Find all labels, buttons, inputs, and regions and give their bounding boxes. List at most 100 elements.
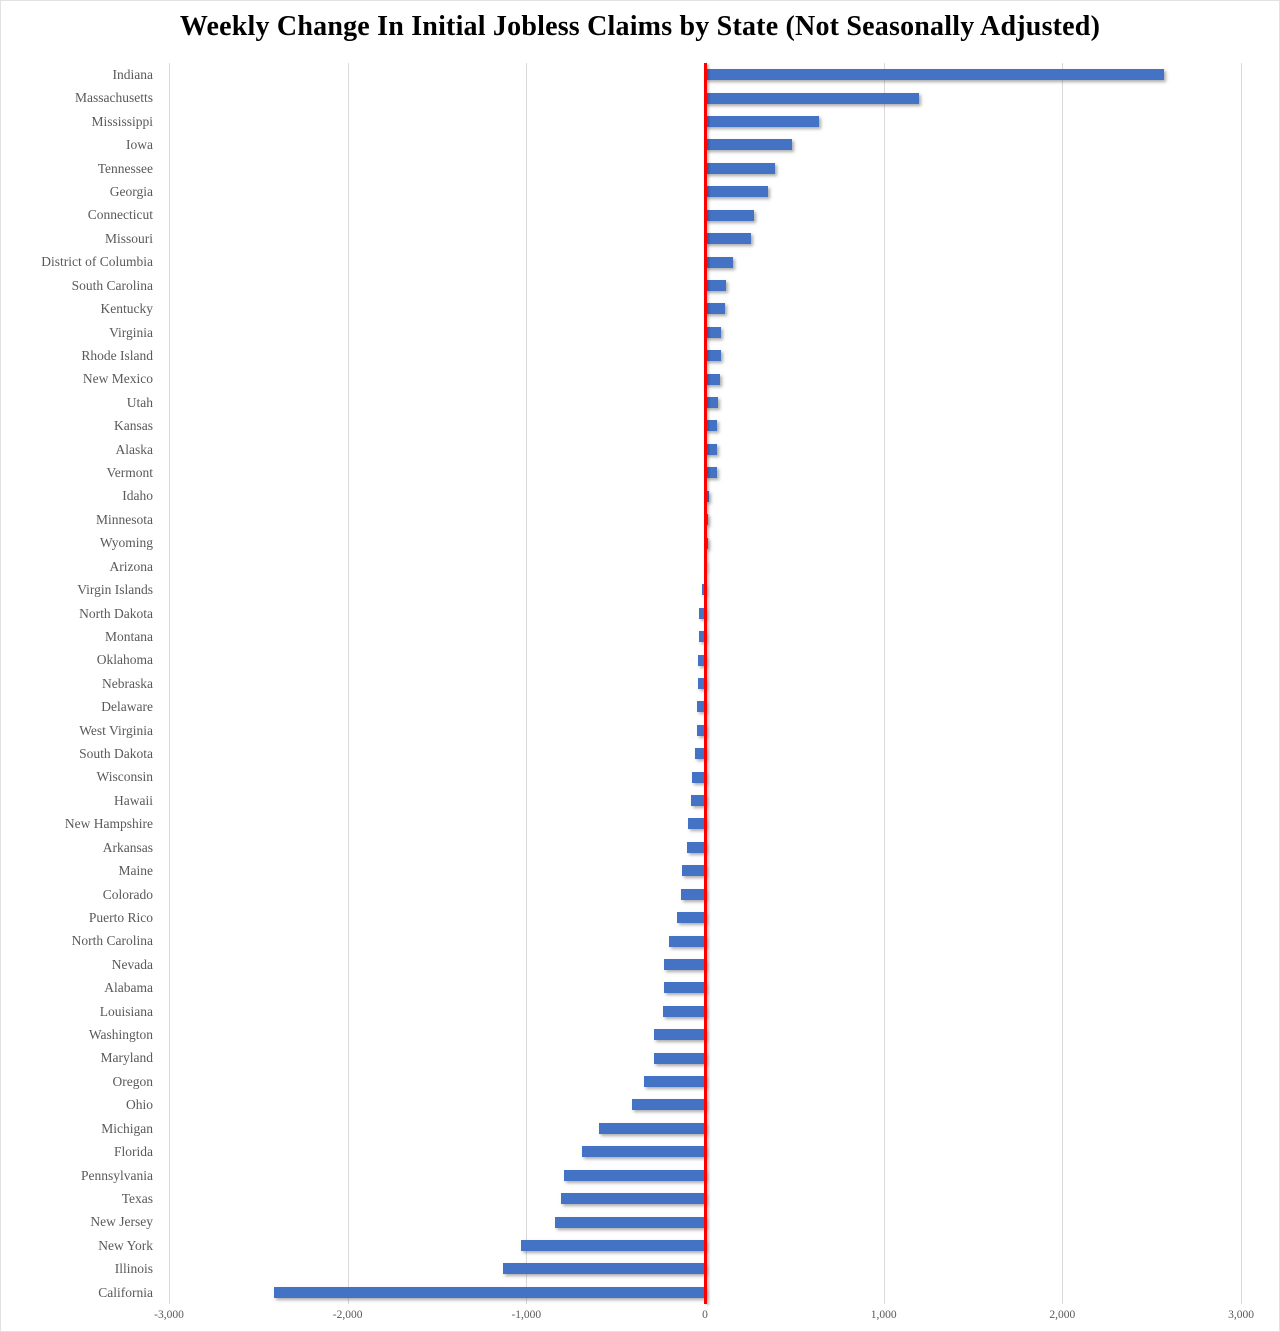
bar-montana [698,631,705,643]
category-label: Georgia [109,184,153,200]
category-label: District of Columbia [41,254,153,270]
category-label: California [98,1284,153,1300]
bar-alabama [663,982,705,994]
bar-maryland [653,1052,705,1064]
category-label: Arkansas [102,839,153,855]
category-label: Rhode Island [81,347,153,363]
category-label: Vermont [106,465,154,481]
bar-illinois [502,1263,705,1275]
x-axis-tick-label: 2,000 [1049,1309,1076,1321]
bar-oklahoma [698,654,705,666]
category-label: Missouri [104,230,153,246]
category-label: Louisiana [99,1003,153,1019]
bar-kentucky [705,303,725,315]
bar-nevada [664,958,705,970]
bar-colorado [680,888,705,900]
bar-district-of-columbia [705,256,733,268]
x-axis-tick-label: -1,000 [511,1309,542,1321]
category-label: Connecticut [87,207,153,223]
category-label: Texas [121,1190,153,1206]
category-label: New Mexico [82,371,153,387]
bar-utah [705,397,718,409]
gridline [1241,63,1242,1304]
category-label: Indiana [112,67,153,82]
category-label: Florida [114,1144,153,1160]
category-label: Utah [126,394,153,410]
category-label: Nevada [111,956,153,972]
category-label: Kentucky [100,301,153,317]
category-label: North Carolina [71,933,153,949]
bar-west-virginia [696,724,705,736]
category-label: Michigan [101,1120,153,1136]
category-label: Maryland [100,1050,153,1066]
bar-south-dakota [694,748,705,760]
category-label: Oklahoma [96,652,153,668]
bar-connecticut [705,209,755,221]
category-label: Washington [88,1027,153,1043]
category-label: Wisconsin [96,769,153,785]
bar-indiana [705,69,1165,81]
bar-hawaii [691,795,705,807]
bar-texas [561,1193,705,1205]
bar-new-hampshire [687,818,705,830]
bar-idaho [705,490,709,502]
bar-new-jersey [555,1216,705,1228]
category-label: New Hampshire [64,816,153,832]
bar-south-carolina [705,279,726,291]
bar-alaska [705,443,717,455]
bar-delaware [697,701,705,713]
category-label: South Dakota [79,746,153,762]
bar-new-york [521,1239,705,1251]
x-axis-tick-label: 3,000 [1228,1309,1254,1321]
gridline [1062,63,1064,1304]
category-label: Oregon [112,1073,154,1089]
gridline [883,63,885,1304]
x-axis-tick-label: -2,000 [332,1309,363,1321]
bar-wisconsin [692,771,705,783]
x-axis-tick-label: 1,000 [870,1309,897,1321]
gridline [526,63,528,1304]
bar-louisiana [662,1005,705,1017]
bar-virginia [705,326,722,338]
category-label: Virginia [109,324,153,340]
category-label: Massachusetts [75,90,153,106]
category-label: Ohio [126,1097,153,1113]
bar-oregon [644,1076,705,1088]
category-label: Alaska [115,441,154,457]
category-label: Montana [105,628,153,644]
bar-florida [581,1146,705,1158]
category-label: Nebraska [102,675,153,691]
category-label: Virgin Islands [77,582,153,598]
category-label: Arizona [109,558,153,574]
bar-massachusetts [705,92,920,104]
bar-arkansas [686,841,705,853]
bar-nebraska [697,678,705,689]
bar-vermont [705,467,717,479]
category-label: Tennessee [97,160,153,176]
bar-missouri [705,233,752,245]
category-label: Minnesota [96,511,153,527]
category-label: West Virginia [79,722,153,738]
category-label: Alabama [104,980,153,996]
bar-maine [681,865,705,877]
bar-rhode-island [705,350,721,362]
category-label: Idaho [122,488,153,504]
bar-california [274,1286,705,1298]
category-label: Delaware [101,699,153,715]
category-label: Illinois [114,1261,153,1277]
zero-line [703,63,707,1304]
bar-pennsylvania [564,1169,705,1181]
chart-title: Weekly Change In Initial Jobless Claims … [179,11,1101,42]
bar-michigan [598,1122,705,1134]
category-label: New Jersey [90,1214,153,1230]
x-axis-tick-label: -3,000 [154,1309,184,1321]
category-label: Kansas [114,418,153,434]
category-label: Iowa [126,137,153,153]
bar-puerto-rico [676,912,705,924]
category-label: New York [98,1237,153,1253]
category-label: Puerto Rico [88,909,153,925]
bar-kansas [705,420,717,432]
bar-tennessee [705,162,775,174]
category-label: Colorado [102,886,153,902]
